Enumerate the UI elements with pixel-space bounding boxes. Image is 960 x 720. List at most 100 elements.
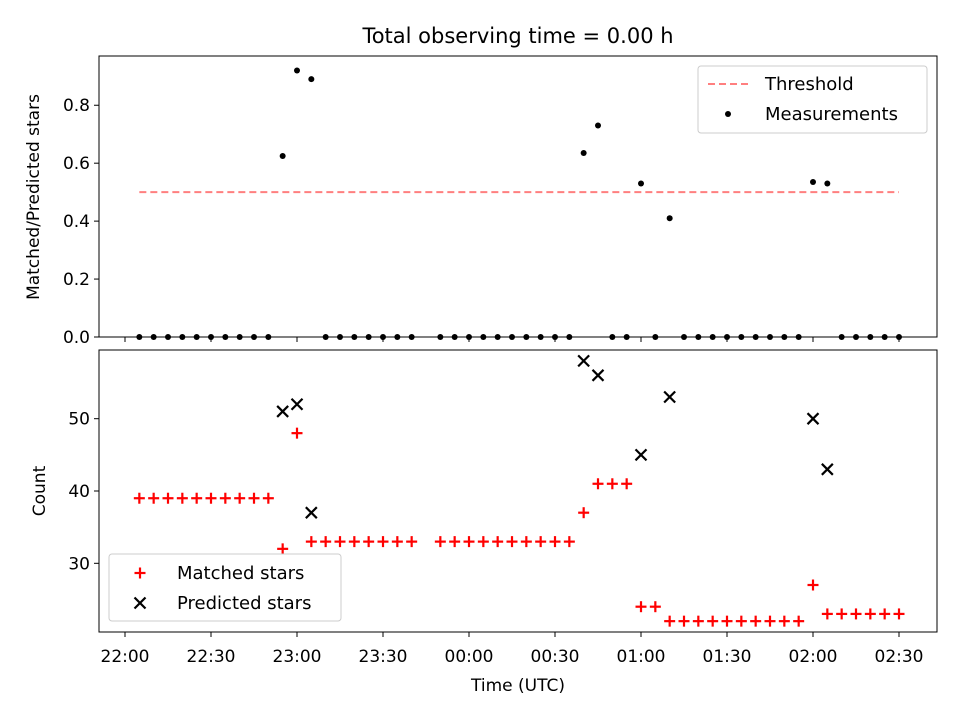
measurement-point bbox=[480, 334, 487, 340]
measurement-point bbox=[566, 334, 573, 340]
measurement-point bbox=[709, 334, 716, 340]
x-tick-label: 23:00 bbox=[273, 647, 322, 667]
bottom-legend-box bbox=[108, 553, 342, 622]
measurement-point bbox=[380, 334, 386, 340]
predicted-star-point bbox=[305, 506, 318, 519]
x-tick-label: 23:30 bbox=[359, 647, 408, 667]
chart-title: Total observing time = 0.00 h bbox=[361, 24, 673, 48]
legend-measurements-swatch bbox=[725, 111, 731, 117]
measurement-point bbox=[265, 334, 272, 340]
measurement-point bbox=[795, 334, 802, 340]
measurement-point bbox=[351, 334, 358, 340]
matched-star-point bbox=[649, 601, 661, 613]
x-tick-label: 01:30 bbox=[703, 647, 752, 667]
matched-star-point bbox=[535, 536, 547, 548]
matched-star-point bbox=[492, 536, 504, 548]
matched-star-point bbox=[234, 492, 246, 504]
x-tick-label: 22:00 bbox=[101, 647, 150, 667]
top-ytick-label: 0.2 bbox=[63, 270, 90, 290]
matched-star-point bbox=[635, 601, 647, 613]
measurement-point bbox=[279, 152, 286, 159]
predicted-star-point-b bbox=[276, 405, 289, 418]
x-tick-label: 02:30 bbox=[875, 647, 924, 667]
top-y-axis-label: Matched/Predicted stars bbox=[24, 94, 44, 300]
matched-star-point bbox=[176, 492, 188, 504]
matched-star-point bbox=[334, 536, 346, 548]
measurement-point bbox=[896, 334, 902, 340]
measurement-point bbox=[294, 67, 300, 74]
matched-star-point bbox=[348, 536, 360, 548]
matched-star-point bbox=[191, 492, 203, 504]
matched-star-point bbox=[449, 536, 461, 548]
measurement-point bbox=[208, 334, 214, 340]
matched-star-point bbox=[406, 536, 418, 548]
predicted-star-point bbox=[634, 448, 648, 462]
matched-star-point bbox=[893, 608, 905, 620]
measurement-point bbox=[251, 334, 257, 340]
matched-star-point bbox=[320, 536, 332, 548]
top-ytick-label: 0.6 bbox=[63, 154, 90, 174]
measurement-point bbox=[136, 334, 143, 340]
predicted-star-point-b bbox=[634, 448, 648, 462]
matched-star-point bbox=[793, 615, 805, 627]
measurement-point bbox=[781, 334, 788, 340]
measurement-point bbox=[322, 334, 329, 340]
matched-star-point bbox=[606, 478, 618, 490]
matched-star-point bbox=[692, 615, 704, 627]
matched-star-point bbox=[391, 536, 403, 548]
measurement-point bbox=[738, 334, 745, 340]
matched-star-point bbox=[836, 608, 848, 620]
measurement-point bbox=[595, 122, 601, 129]
top-axes-frame bbox=[98, 55, 938, 338]
matched-star-point bbox=[592, 478, 604, 490]
predicted-star-point bbox=[821, 463, 834, 476]
top-ytick-label: 0.0 bbox=[63, 328, 90, 348]
matched-star-point bbox=[133, 492, 145, 504]
measurement-point bbox=[552, 334, 558, 340]
legend-predicted-label: Predicted stars bbox=[177, 593, 311, 614]
bottom-legend: Matched stars Predicted stars bbox=[108, 553, 342, 622]
measurement-point bbox=[724, 334, 730, 340]
measurement-point bbox=[867, 334, 874, 340]
legend-measurements-label: Measurements bbox=[765, 104, 898, 125]
matched-star-point bbox=[735, 615, 747, 627]
measurement-point bbox=[523, 334, 530, 340]
legend-matched-swatch bbox=[134, 567, 146, 579]
matched-star-point bbox=[477, 536, 489, 548]
measurement-point bbox=[810, 179, 816, 186]
measurement-point bbox=[308, 76, 315, 83]
matched-star-point bbox=[621, 478, 633, 490]
matched-star-point bbox=[291, 427, 303, 439]
matched-star-point bbox=[721, 615, 733, 627]
predicted-star-point-b bbox=[663, 390, 676, 404]
matched-star-point bbox=[148, 492, 160, 504]
matched-star-point bbox=[764, 615, 776, 627]
bottom-y-axis-label: Count bbox=[30, 465, 50, 516]
legend-threshold-label: Threshold bbox=[764, 74, 854, 95]
measurement-point bbox=[437, 334, 444, 340]
measurement-point bbox=[193, 334, 200, 340]
x-tick-label: 01:00 bbox=[617, 647, 666, 667]
top-ytick-label: 0.4 bbox=[63, 212, 90, 232]
matched-star-point bbox=[277, 543, 289, 555]
predicted-star-point bbox=[290, 397, 304, 411]
matched-star-point bbox=[707, 615, 719, 627]
matched-star-point bbox=[248, 492, 260, 504]
measurement-point bbox=[165, 334, 171, 340]
matched-star-point bbox=[463, 536, 475, 548]
measurement-point bbox=[767, 334, 773, 340]
measurement-point bbox=[752, 334, 759, 340]
matched-star-point bbox=[563, 536, 575, 548]
matched-star-point bbox=[549, 536, 561, 548]
predicted-star-point bbox=[577, 354, 590, 368]
measurement-point bbox=[236, 334, 243, 340]
matched-star-point bbox=[262, 492, 274, 504]
measurement-point bbox=[537, 334, 544, 340]
matched-star-point bbox=[363, 536, 375, 548]
measurement-point bbox=[580, 150, 587, 157]
x-tick-label: 00:30 bbox=[531, 647, 580, 667]
matched-star-point bbox=[506, 536, 518, 548]
x-tick-label: 00:00 bbox=[445, 647, 494, 667]
matched-star-point bbox=[879, 608, 891, 620]
